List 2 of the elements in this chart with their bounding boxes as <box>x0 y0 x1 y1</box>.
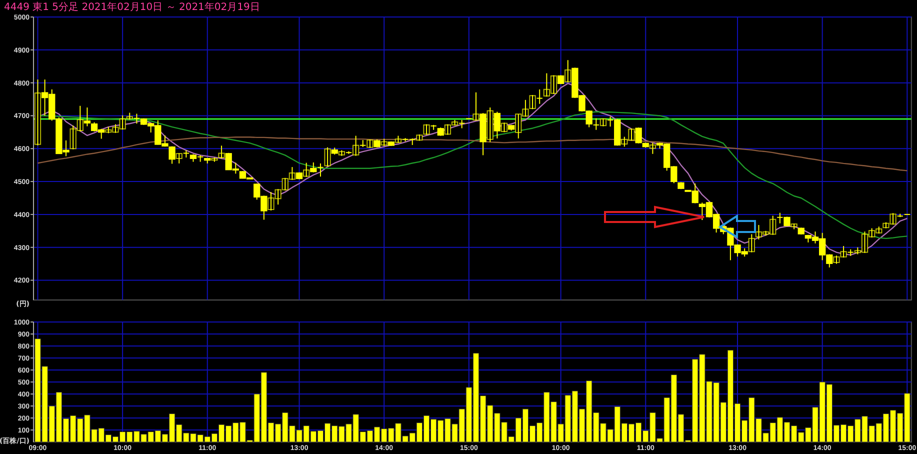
candlestick <box>678 182 684 190</box>
chart-title: 4449 東1 5分足 2021年02月10日 ～ 2021年02月19日 <box>4 1 260 13</box>
